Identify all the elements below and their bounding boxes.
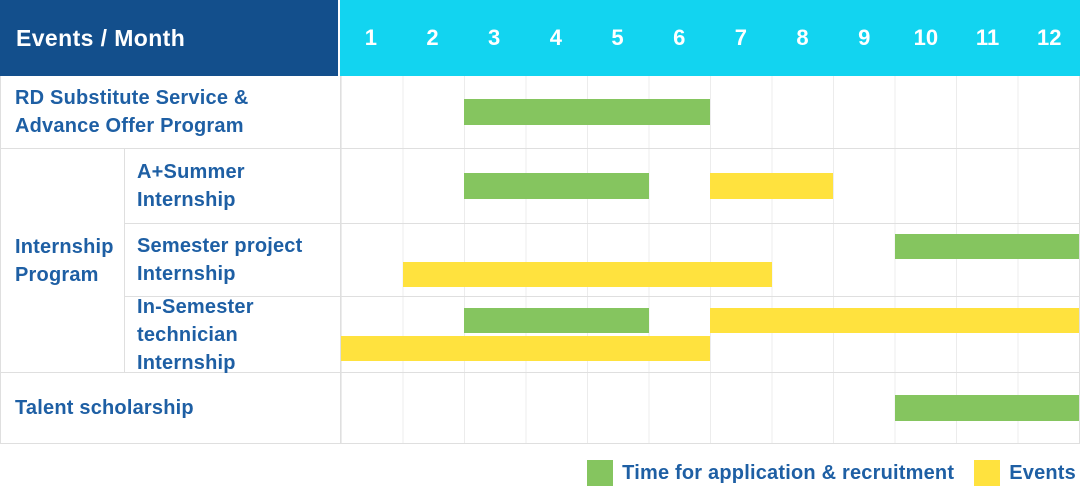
legend-item-application: Time for application & recruitment xyxy=(587,460,954,486)
group-rows: A+Summer Internship Semester project Intern… xyxy=(125,149,1079,374)
table-row: Talent scholarship xyxy=(1,373,1079,443)
row-label-line: Advance Offer Program xyxy=(15,115,244,137)
table-group: Internship Program A+Summer Internship Semes… xyxy=(1,149,1079,374)
row-label-line: Talent scholarship xyxy=(15,397,194,419)
header-title-cell: Events / Month xyxy=(0,0,338,76)
header-title: Events / Month xyxy=(16,24,186,51)
row-label: Talent scholarship xyxy=(1,373,340,443)
gantt-bar-yellow xyxy=(710,308,1079,333)
gantt-bar-green xyxy=(464,99,710,125)
row-label-line: Internship xyxy=(15,235,114,258)
month-header: 1 2 3 4 5 6 7 8 9 10 11 12 xyxy=(340,0,1080,76)
row-label-line: Internship xyxy=(137,263,236,285)
month-header-cell: 10 xyxy=(913,25,939,50)
gantt-bar-yellow xyxy=(402,261,772,287)
row-label: In-Semester technician Internship xyxy=(125,296,340,374)
task-row: Talent scholarship xyxy=(1,373,1079,443)
gantt-bar-green xyxy=(464,173,649,199)
task-row: A+Summer Internship xyxy=(125,149,1079,224)
chart-area xyxy=(340,373,1079,443)
chart-area xyxy=(340,76,1079,148)
month-header-cell: 6 xyxy=(673,25,686,50)
chart-area xyxy=(340,297,1079,372)
row-label: RD Substitute Service & Advance Offer Pro… xyxy=(1,76,340,148)
row-label-line: Semester project xyxy=(137,235,303,257)
row-label-line: RD Substitute Service & xyxy=(15,87,249,109)
row-label-line: A+Summer xyxy=(137,161,245,183)
gantt-bar-green xyxy=(894,233,1079,259)
legend-swatch-green xyxy=(587,460,614,486)
legend-label: Events xyxy=(1009,461,1076,484)
row-label-line: Program xyxy=(15,263,99,286)
legend: Time for application & recruitment Event… xyxy=(587,460,1076,486)
chart-area xyxy=(340,149,1079,223)
gantt-bar-green xyxy=(894,395,1079,421)
month-header-cell: 12 xyxy=(1036,25,1062,50)
table-row: RD Substitute Service & Advance Offer Pro… xyxy=(1,76,1079,149)
gantt-bar-yellow xyxy=(341,336,710,361)
gantt-bar-green xyxy=(464,308,649,333)
table-body: RD Substitute Service & Advance Offer Pro… xyxy=(0,76,1080,444)
row-label: Semester project Internship xyxy=(125,224,340,296)
month-header-cell: 3 xyxy=(488,25,501,50)
month-header-cell: 8 xyxy=(796,25,809,50)
legend-swatch-yellow xyxy=(974,460,1001,486)
row-label-line: In-Semester xyxy=(137,295,254,318)
task-row: Semester project Internship xyxy=(125,224,1079,297)
chart-area xyxy=(340,224,1079,296)
row-label-line: Internship xyxy=(137,189,236,211)
month-header-cell: 2 xyxy=(426,25,439,50)
month-header-cell: 5 xyxy=(611,25,624,50)
month-header-cell: 4 xyxy=(549,25,562,50)
row-label-line: technician Internship xyxy=(137,323,238,374)
legend-item-events: Events xyxy=(974,460,1076,486)
row-label: A+Summer Internship xyxy=(125,149,340,223)
month-header-cell: 7 xyxy=(734,25,747,50)
task-row: RD Substitute Service & Advance Offer Pro… xyxy=(1,76,1079,148)
month-header-cell: 1 xyxy=(364,25,377,50)
month-header-cell: 11 xyxy=(975,25,1000,50)
group-row: Internship Program A+Summer Internship Semes… xyxy=(1,149,1079,374)
gantt-bar-yellow xyxy=(710,173,833,199)
month-header-cell: 9 xyxy=(858,25,871,50)
task-row: In-Semester technician Internship xyxy=(125,296,1079,374)
table-header: Events / Month 1 2 3 4 5 6 7 8 9 10 11 12 xyxy=(0,0,1080,76)
group-label: Internship Program xyxy=(1,149,125,372)
legend-label: Time for application & recruitment xyxy=(622,461,955,484)
